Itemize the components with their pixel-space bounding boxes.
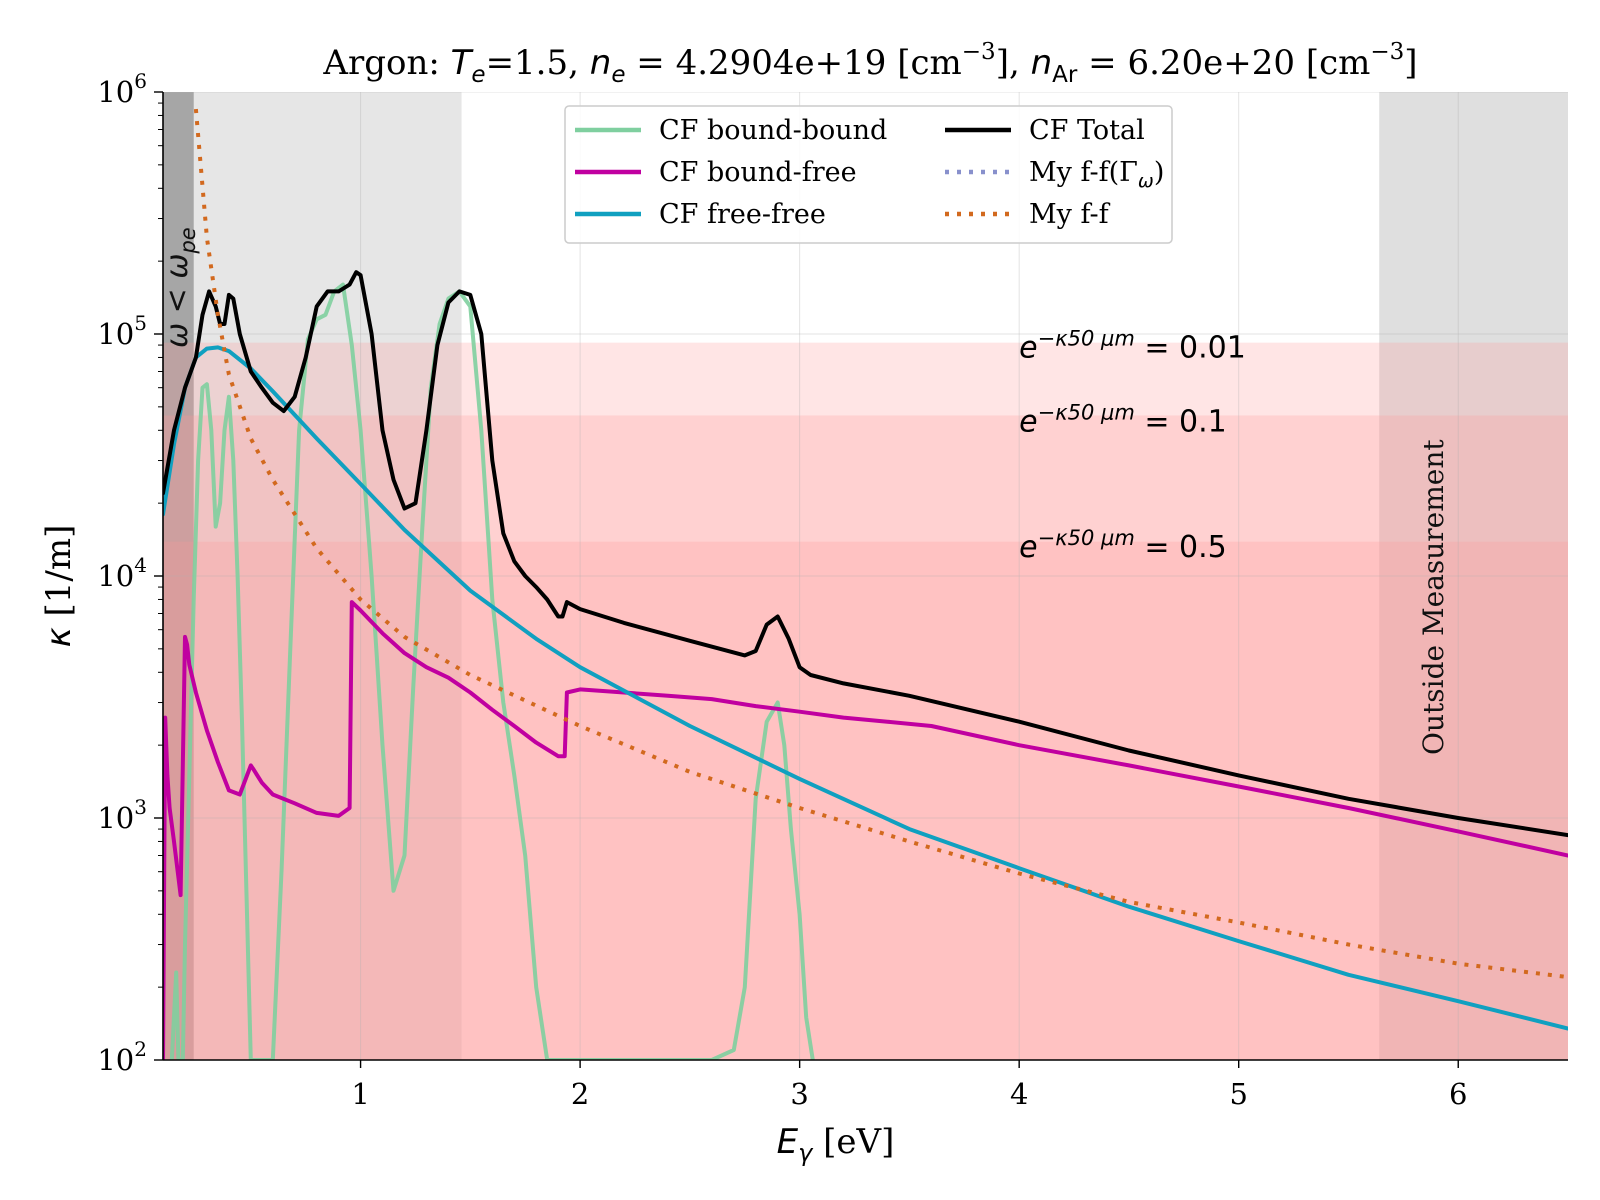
x-tick-label: 6 [1449,1077,1467,1111]
y-tick-base: 10 [97,1043,134,1077]
x-tick-label: 5 [1229,1077,1247,1111]
y-tick-label: 103 [97,795,147,835]
legend-label-sub: ω [1138,170,1154,192]
title-nar-sub: Ar [1052,62,1078,88]
annotation-value: = 0.5 [1135,530,1227,565]
title-ne-close: ], [996,43,1031,83]
outside-measurement-label: Outside Measurement [1417,439,1450,755]
title-prefix: Argon: [322,43,450,83]
series-line-cf-bound-bound [169,282,815,1060]
title-nar-symbol: n [1031,43,1053,83]
x-tick-label: 4 [1010,1077,1028,1111]
shaded-region-0 [163,92,194,1060]
y-tick-base: 10 [97,801,134,835]
legend: CF bound-bound CF bound-free CF free-free C… [564,105,1173,244]
title-nar-close: ] [1404,43,1417,83]
series-line-cf-free-free [163,345,1568,1031]
omega-pe-label: ω < ωpe [160,227,200,348]
x-tick-label: 2 [571,1077,589,1111]
legend-label-close: ) [1154,157,1165,188]
legend-label: CF free-free [659,199,826,230]
title-ne-value: = 4.2904e+19 [cm [625,43,961,83]
title-te-value: =1.5, [486,43,590,83]
title-te-symbol: T [451,43,474,83]
legend-label: CF bound-free [659,157,857,188]
y-tick-label: 106 [97,69,147,109]
title-ne-sub: e [611,62,625,88]
y-tick-label: 102 [97,1037,147,1077]
y-tick-label: 104 [97,553,147,593]
annotation-transmission-2: e−κ50 μm = 0.5 [1019,526,1227,565]
omega-pe-label-text: ω < ω [160,254,195,348]
annotation-exponent: −κ50 μm [1038,401,1135,425]
x-axis-unit: [eV] [812,1122,894,1162]
title-nar-exp: −3 [1370,39,1404,65]
plot-area [163,92,1568,1060]
y-tick-exponent: 6 [134,69,147,93]
legend-label: CF Total [1029,115,1145,146]
shaded-region-3 [163,342,1568,1060]
y-axis-label: κ [1/m] [39,525,79,648]
title-te-sub: e [471,62,485,88]
title-ne-symbol: n [590,43,612,83]
legend-label: My f-f [1029,199,1111,230]
annotation-transmission-1: e−κ50 μm = 0.1 [1019,401,1227,440]
legend-label: CF bound-bound [659,115,887,146]
x-axis-symbol: E [777,1122,799,1162]
series-line-cf-total [163,270,1568,838]
title-nar-value: = 6.20e+20 [cm [1077,43,1370,83]
annotation-exponent: −κ50 μm [1038,326,1135,350]
y-tick-exponent: 2 [134,1037,147,1061]
chart-title: Argon: Te=1.5, ne = 4.2904e+19 [cm−3], n… [322,39,1417,88]
series-line-cf-bound-free [163,600,1568,1060]
annotation-base: e [1019,330,1037,365]
x-axis-sub: γ [798,1139,814,1167]
y-tick-exponent: 3 [134,795,147,819]
annotation-value: = 0.01 [1135,330,1246,365]
y-tick-exponent: 5 [134,311,147,335]
y-tick-base: 10 [97,317,134,351]
shaded-region-2 [1379,92,1568,1060]
omega-pe-label-sub: pe [176,227,200,254]
series-line-my-f-f [193,108,1568,980]
annotation-base: e [1019,405,1037,440]
legend-label-base: My f-f(Γ [1029,157,1138,188]
y-axis-symbol: κ [39,627,79,647]
y-tick-label: 105 [97,311,147,351]
annotation-base: e [1019,530,1037,565]
x-tick-label: 1 [351,1077,369,1111]
annotation-value: = 0.1 [1135,405,1227,440]
y-tick-base: 10 [97,559,134,593]
annotation-exponent: −κ50 μm [1038,526,1135,550]
y-tick-base: 10 [97,75,134,109]
y-tick-exponent: 4 [134,553,147,577]
legend-box [564,105,1173,244]
y-axis-unit: [1/m] [39,525,79,628]
legend-label: My f-f(Γω) [1029,157,1164,192]
x-tick-label: 3 [790,1077,808,1111]
x-axis-label: Eγ [eV] [777,1122,895,1167]
annotation-transmission-0: e−κ50 μm = 0.01 [1019,326,1246,365]
title-ne-exp: −3 [962,39,996,65]
